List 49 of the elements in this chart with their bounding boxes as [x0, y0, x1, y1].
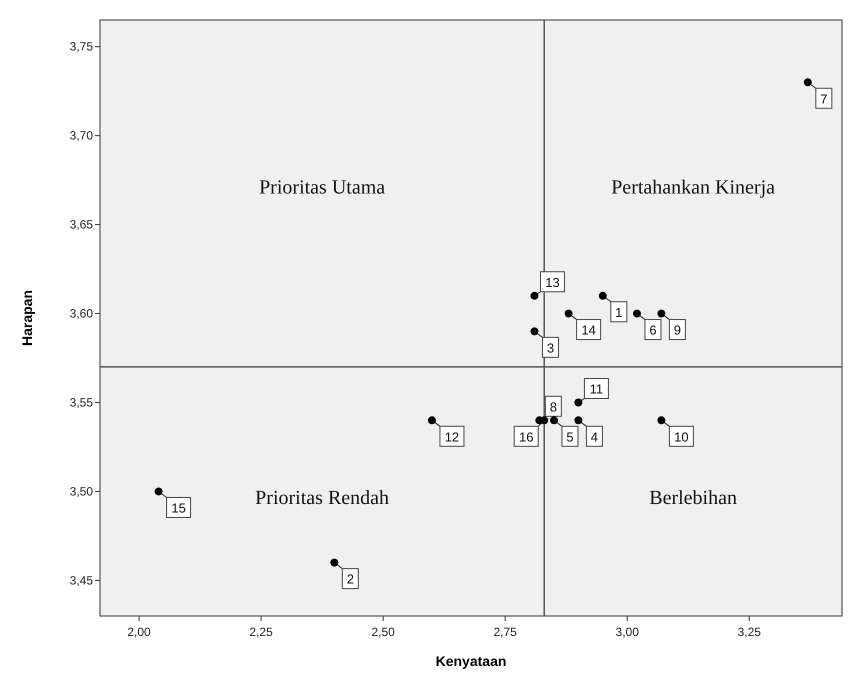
point [564, 310, 573, 318]
x-tick-label: 3,25 [738, 625, 762, 639]
annotation: 12 [444, 429, 460, 444]
point [154, 487, 163, 496]
point [530, 292, 538, 300]
annotation: 3 [546, 340, 554, 356]
x-axis-title: Kenyataan [436, 653, 506, 669]
x-tick-label: 2,75 [493, 625, 518, 639]
point [657, 416, 666, 424]
y-tick-label: 3,60 [70, 306, 94, 321]
annotation: 14 [581, 322, 596, 338]
annotation: 2 [346, 572, 354, 587]
annotation: 16 [518, 429, 534, 444]
x-tick-label: 2,25 [249, 625, 274, 639]
annotation: 7 [820, 91, 828, 106]
annotation: 13 [545, 274, 560, 290]
point [804, 78, 812, 86]
annotation: 5 [566, 429, 574, 444]
y-tick-label: 3,75 [70, 40, 94, 54]
annotation: 9 [674, 322, 681, 338]
annotation: Berlebihan [649, 486, 737, 509]
x-tick-label: 3,00 [616, 625, 640, 639]
point [530, 327, 538, 336]
y-tick-label: 3,70 [70, 128, 94, 143]
annotation: 10 [674, 429, 689, 444]
annotation: 11 [590, 382, 604, 397]
annotation: Prioritas Rendah [255, 486, 390, 509]
point [632, 310, 641, 318]
y-tick-label: 3,50 [70, 484, 94, 498]
annotation: Prioritas Utama [259, 176, 386, 198]
x-tick-label: 2,00 [127, 625, 152, 639]
point [550, 416, 558, 424]
annotation: Pertahankan Kinerja [611, 176, 776, 198]
y-tick-label: 3,65 [70, 218, 94, 232]
annotation: 6 [649, 322, 657, 338]
point [574, 398, 582, 406]
annotation: 1 [615, 304, 622, 320]
point [330, 558, 338, 567]
point [574, 416, 582, 424]
annotation: 8 [550, 399, 557, 414]
point [598, 292, 607, 300]
y-tick-label: 3,45 [70, 573, 94, 588]
point [428, 416, 436, 424]
y-tick-label: 3,55 [70, 396, 94, 410]
annotation: 4 [590, 429, 598, 444]
x-tick-label: 2,50 [371, 625, 396, 639]
annotation: 15 [171, 500, 186, 516]
point [657, 310, 666, 318]
y-axis-title: Harapan [19, 290, 35, 346]
